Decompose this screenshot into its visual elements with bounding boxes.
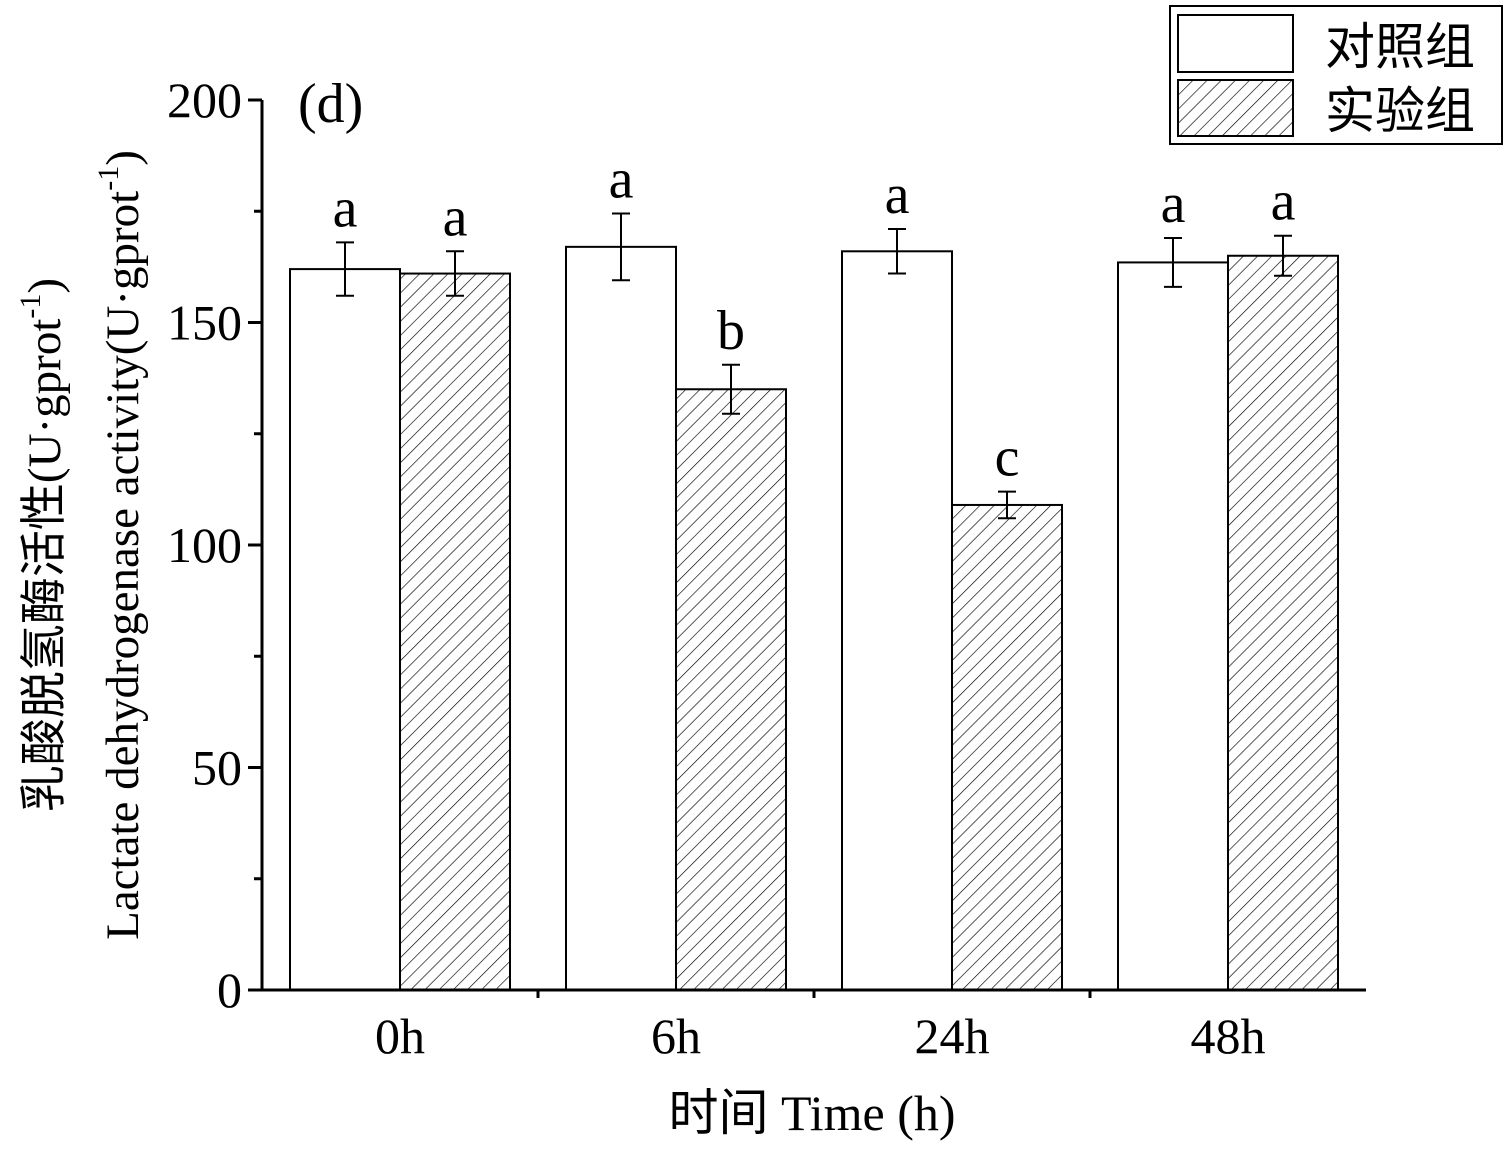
- significance-letter: c: [995, 427, 1020, 489]
- significance-letter: a: [1161, 173, 1186, 235]
- y-tick-label: 150: [167, 295, 242, 351]
- y-tick-label: 50: [192, 740, 242, 796]
- significance-letter: a: [609, 148, 634, 210]
- bar-experimental-6h: [675, 388, 787, 991]
- bar-control-0h: [289, 268, 401, 992]
- x-tick-label: 24h: [915, 1008, 990, 1064]
- bar-control-48h: [1117, 261, 1229, 991]
- legend-swatch-control: [1177, 14, 1294, 73]
- x-tick-label: 48h: [1191, 1008, 1266, 1064]
- x-tick-label: 0h: [375, 1008, 425, 1064]
- legend-swatch-experimental: [1177, 79, 1294, 137]
- bar-experimental-24h: [951, 503, 1063, 991]
- significance-letters-layer: a a a a a b c a: [333, 148, 1296, 488]
- legend: 对照组 实验组: [1169, 5, 1503, 145]
- bar-control-24h: [841, 250, 953, 992]
- legend-label-experimental: 实验组: [1325, 83, 1475, 139]
- y-ticks: 0 50 100 150 200: [167, 72, 262, 1018]
- y-tick-label: 100: [167, 517, 242, 573]
- y-tick-label: 200: [167, 72, 242, 128]
- significance-letter: b: [717, 300, 745, 362]
- significance-letter: a: [443, 186, 468, 248]
- y-axis-title: 乳酸脱氢酶活性(U·gprot-1) Lactate dehydrogenase…: [14, 150, 149, 940]
- bar-experimental-0h: [399, 272, 511, 991]
- significance-letter: a: [1271, 171, 1296, 233]
- panel-label: (d): [298, 73, 363, 135]
- bar-control-6h: [565, 245, 677, 992]
- significance-letter: a: [333, 177, 358, 239]
- error-bars-layer: [336, 212, 1292, 520]
- bars-layer: [289, 245, 1339, 992]
- y-tick-label: 0: [217, 962, 242, 1018]
- x-tick-label: 6h: [651, 1008, 701, 1064]
- bar-experimental-48h: [1227, 254, 1339, 991]
- x-ticks: 0h 6h 24h 48h: [375, 990, 1266, 1064]
- legend-label-control: 对照组: [1325, 19, 1475, 75]
- y-axis-title-chinese: 乳酸脱氢酶活性(U·gprot-1): [14, 278, 71, 812]
- significance-letter: a: [885, 164, 910, 226]
- y-axis-title-english: Lactate dehydrogenase activity(U·gprot-1…: [92, 150, 149, 940]
- x-axis-title: 时间 Time (h): [668, 1085, 955, 1141]
